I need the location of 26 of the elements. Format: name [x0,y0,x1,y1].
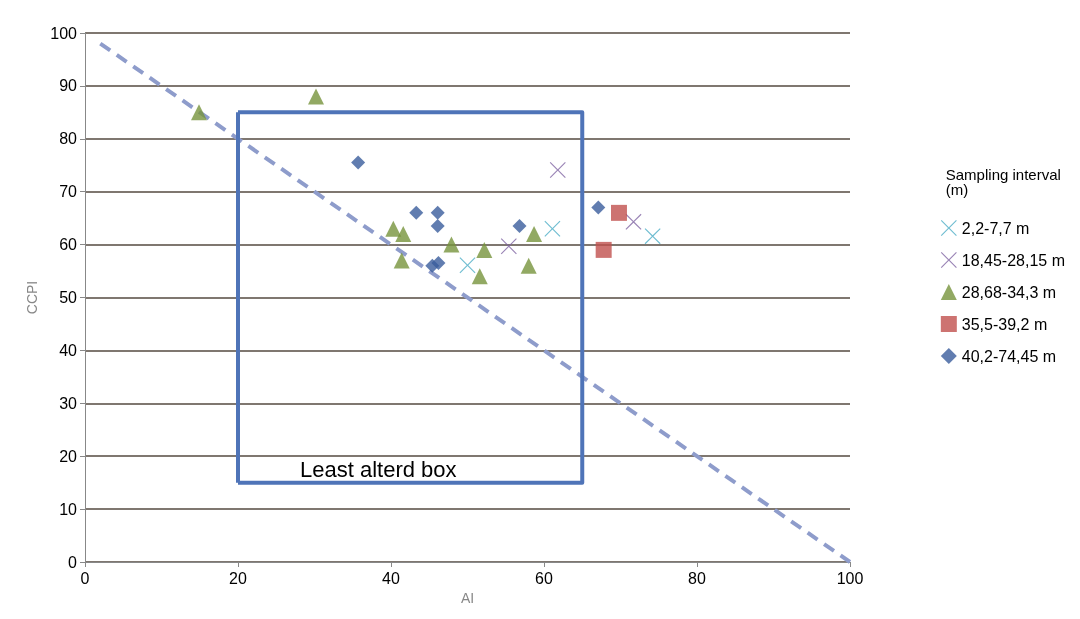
y-tick-label: 80 [59,130,78,148]
y-tick-label: 40 [59,341,78,359]
annotation: Least alterd box [300,456,457,482]
y-tick-label: 10 [59,500,78,518]
x-tick-label: 100 [836,569,864,587]
y-tick-label: 50 [59,289,78,306]
y-tick-label: 100 [50,24,78,42]
x-tick-label: 40 [382,569,400,587]
y-tick-label: 0 [68,553,78,571]
legend-title: Sampling interval (m) [945,166,1066,198]
y-axis-title: CCPI [24,280,41,315]
legend-label: 40,2-74,45 m [961,347,1057,365]
legend-label: 2,2-7,7 m [961,219,1030,237]
x-tick-label: 80 [688,569,706,587]
x-tick-label: 20 [229,569,247,587]
y-tick-label: 70 [59,183,78,201]
legend-label: 28,68-34,3 m [961,283,1057,301]
y-tick-label: 60 [59,236,78,254]
x-tick-label: 60 [535,569,553,587]
x-tick-label: 0 [80,569,90,587]
legend-label: 35,5-39,2 m [961,315,1048,333]
y-tick-label: 20 [59,447,78,465]
legend-label: 18,45-28,15 m [961,251,1066,269]
y-tick-label: 90 [59,77,78,95]
y-tick-label: 30 [59,394,78,412]
x-axis-title: AI [460,589,475,606]
